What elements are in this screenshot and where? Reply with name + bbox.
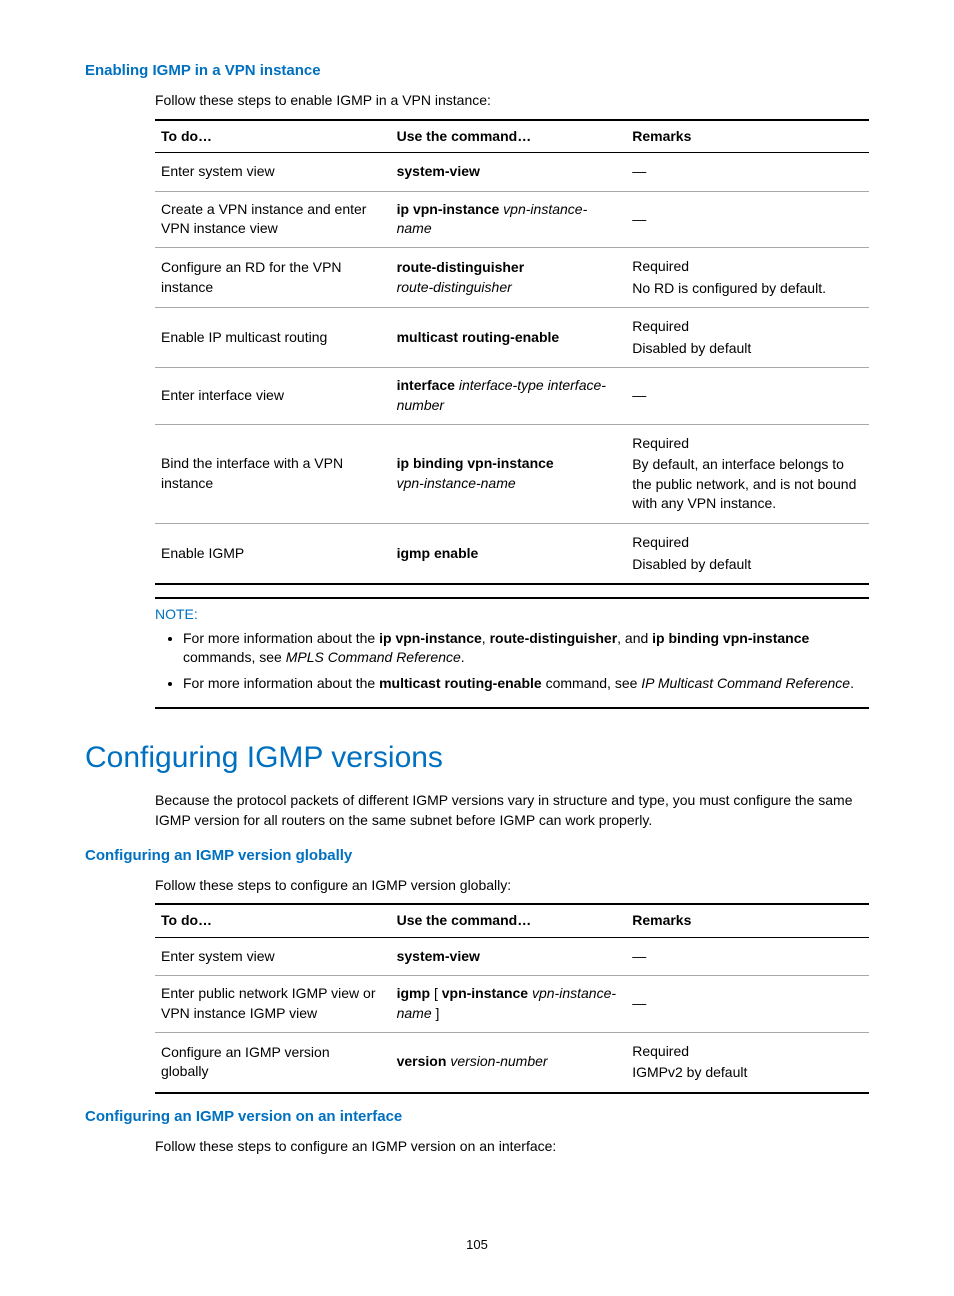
cell-remarks: RequiredIGMPv2 by default <box>626 1032 869 1093</box>
note-block: NOTE: For more information about the ip … <box>155 597 869 709</box>
note-item: For more information about the multicast… <box>183 674 869 694</box>
table-row: Create a VPN instance and enter VPN inst… <box>155 191 869 247</box>
table-row: Enable IGMPigmp enableRequiredDisabled b… <box>155 523 869 584</box>
cell-todo: Configure an IGMP version globally <box>155 1032 391 1093</box>
cell-cmd: interface interface-type interface-numbe… <box>391 368 627 424</box>
note-item: For more information about the ip vpn-in… <box>183 629 869 668</box>
cell-cmd: igmp enable <box>391 523 627 584</box>
heading-enable-igmp-vpn: Enabling IGMP in a VPN instance <box>85 60 869 81</box>
table-row: Enter system viewsystem-view— <box>155 153 869 192</box>
cell-todo: Create a VPN instance and enter VPN inst… <box>155 191 391 247</box>
table-row: Enter interface viewinterface interface-… <box>155 368 869 424</box>
cell-todo: Enter system view <box>155 153 391 192</box>
note-label: NOTE: <box>155 605 869 625</box>
table-row: Enter system viewsystem-view— <box>155 937 869 976</box>
note-list: For more information about the ip vpn-in… <box>155 629 869 694</box>
th-todo: To do… <box>155 120 391 153</box>
cell-todo: Configure an RD for the VPN instance <box>155 247 391 307</box>
cell-remarks: — <box>626 937 869 976</box>
cell-cmd: system-view <box>391 153 627 192</box>
cell-cmd: multicast routing-enable <box>391 308 627 368</box>
cell-cmd: version version-number <box>391 1032 627 1093</box>
cell-todo: Enter public network IGMP view or VPN in… <box>155 976 391 1032</box>
title-configuring-igmp-versions: Configuring IGMP versions <box>85 737 869 779</box>
table-igmp-version-global: To do… Use the command… Remarks Enter sy… <box>155 903 869 1094</box>
cell-todo: Enter interface view <box>155 368 391 424</box>
table-row: Bind the interface with a VPN instanceip… <box>155 424 869 523</box>
heading-igmp-version-interface: Configuring an IGMP version on an interf… <box>85 1106 869 1127</box>
table-row: Configure an IGMP version globallyversio… <box>155 1032 869 1093</box>
cell-todo: Bind the interface with a VPN instance <box>155 424 391 523</box>
th-rem: Remarks <box>626 120 869 153</box>
th-cmd: Use the command… <box>391 120 627 153</box>
intro-igmp-version-interface: Follow these steps to configure an IGMP … <box>155 1137 869 1157</box>
table-row: Enter public network IGMP view or VPN in… <box>155 976 869 1032</box>
para-configuring-igmp-versions: Because the protocol packets of differen… <box>155 791 869 830</box>
cell-cmd: route-distinguisherroute-distinguisher <box>391 247 627 307</box>
heading-igmp-version-global: Configuring an IGMP version globally <box>85 845 869 866</box>
th-todo: To do… <box>155 904 391 937</box>
table-enable-igmp-vpn: To do… Use the command… Remarks Enter sy… <box>155 119 869 586</box>
cell-remarks: RequiredDisabled by default <box>626 523 869 584</box>
th-cmd: Use the command… <box>391 904 627 937</box>
cell-cmd: ip binding vpn-instancevpn-instance-name <box>391 424 627 523</box>
intro-enable-igmp-vpn: Follow these steps to enable IGMP in a V… <box>155 91 869 111</box>
cell-cmd: igmp [ vpn-instance vpn-instance-name ] <box>391 976 627 1032</box>
cell-todo: Enter system view <box>155 937 391 976</box>
cell-remarks: — <box>626 191 869 247</box>
cell-todo: Enable IGMP <box>155 523 391 584</box>
cell-cmd: ip vpn-instance vpn-instance-name <box>391 191 627 247</box>
cell-remarks: — <box>626 153 869 192</box>
cell-remarks: RequiredDisabled by default <box>626 308 869 368</box>
cell-todo: Enable IP multicast routing <box>155 308 391 368</box>
cell-cmd: system-view <box>391 937 627 976</box>
table-row: Enable IP multicast routingmulticast rou… <box>155 308 869 368</box>
th-rem: Remarks <box>626 904 869 937</box>
cell-remarks: RequiredNo RD is configured by default. <box>626 247 869 307</box>
table-row: Configure an RD for the VPN instancerout… <box>155 247 869 307</box>
page-number: 105 <box>85 1236 869 1254</box>
cell-remarks: — <box>626 368 869 424</box>
cell-remarks: RequiredBy default, an interface belongs… <box>626 424 869 523</box>
cell-remarks: — <box>626 976 869 1032</box>
intro-igmp-version-global: Follow these steps to configure an IGMP … <box>155 876 869 896</box>
